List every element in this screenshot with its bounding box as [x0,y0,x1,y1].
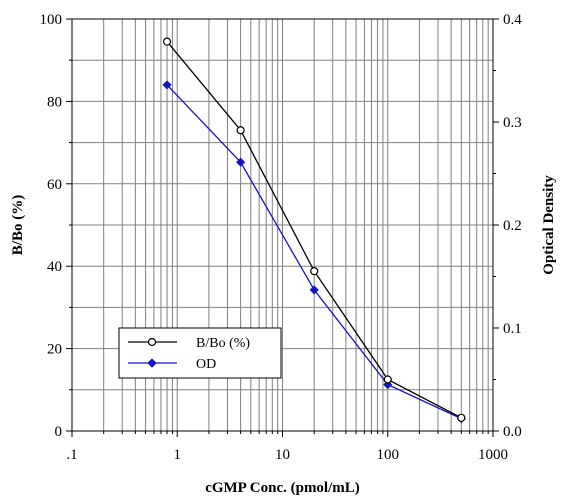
y-tick-label: 20 [47,342,62,358]
y2-tick-label: 0.0 [503,424,522,440]
x-axis-title: cGMP Conc. (pmol/mL) [205,480,360,496]
x-tick-label: 1000 [478,447,508,463]
y-tick-label: 40 [47,259,62,275]
legend-marker-bbo [147,337,157,347]
y2-tick-label: 0.4 [503,12,522,28]
x-tick-label: .1 [66,447,77,463]
y-tick-label: 60 [47,177,62,193]
series [162,37,466,424]
legend-marker-od [147,358,157,368]
legend-box [118,327,282,379]
y-tick-label: 80 [47,94,62,110]
data-point-bbo [457,413,466,422]
y-axis-title: B/Bo (%) [10,195,26,255]
legend: B/Bo (%) OD [118,327,282,379]
x-tick-label: 10 [275,447,290,463]
y-tick-label: 0 [55,424,63,440]
legend-label-bbo: B/Bo (%) [196,336,250,351]
legend-label-od: OD [196,357,216,372]
data-point-bbo [162,37,172,46]
data-point-bbo [236,126,245,135]
y2-tick-label: 0.2 [503,218,522,234]
axis-ticks: .1 1 10 100 1000 0 20 40 60 80 100 0.0 0.1 0.2 0.3 0.4 [40,12,523,463]
y-tick-label: 100 [40,12,63,28]
y2-tick-label: 0.1 [503,321,522,337]
data-point-od [236,157,246,167]
y2-axis-title: Optical Density [541,175,557,275]
x-tick-label: 1 [174,447,182,463]
data-point-od [162,80,172,90]
x-tick-label: 100 [377,447,400,463]
data-point-bbo [383,375,392,384]
y2-tick-label: 0.3 [503,115,522,131]
data-point-od [309,285,319,295]
data-point-bbo [310,267,319,276]
